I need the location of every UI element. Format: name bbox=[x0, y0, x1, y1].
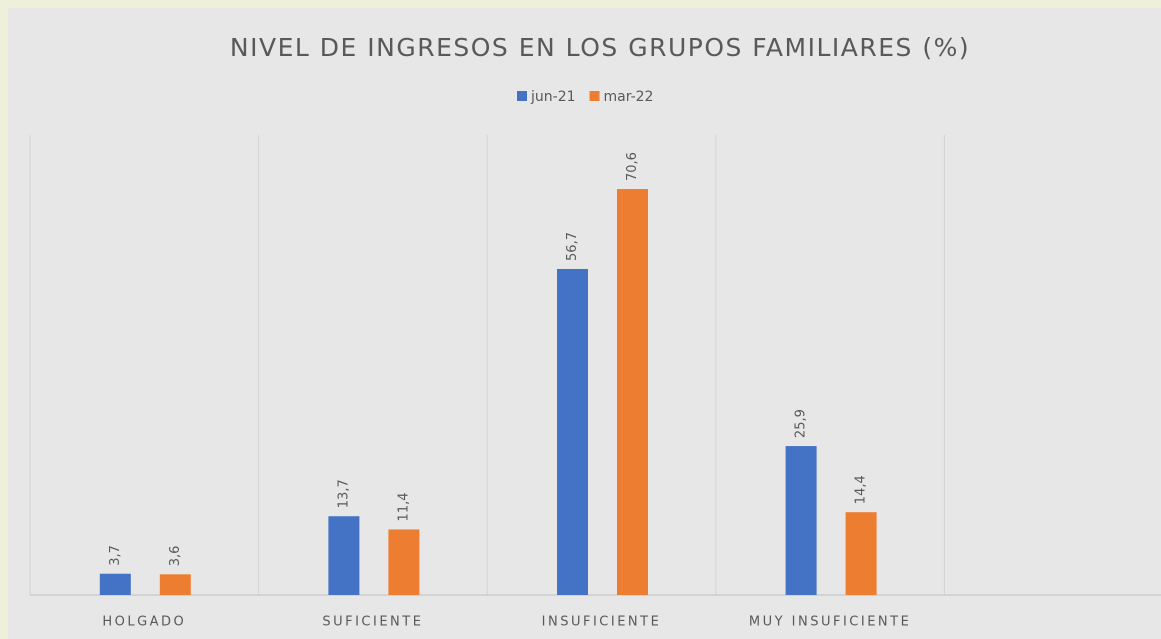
x-tick-label: INSUFICIENTE bbox=[542, 615, 662, 630]
x-tick-label: MUY INSUFICIENTE bbox=[749, 615, 911, 630]
x-tick-label: HOLGADO bbox=[102, 615, 186, 630]
bar bbox=[159, 574, 191, 595]
value-label: 13,7 bbox=[336, 479, 351, 508]
value-label: 3,7 bbox=[108, 545, 123, 566]
value-label: 3,6 bbox=[168, 546, 183, 567]
legend-swatch bbox=[517, 91, 527, 101]
value-label: 70,6 bbox=[625, 152, 640, 181]
bar bbox=[617, 189, 648, 596]
legend-swatch bbox=[589, 91, 600, 101]
legend-label: mar-22 bbox=[604, 89, 654, 105]
bar bbox=[388, 529, 420, 595]
x-tick-label: SUFICIENTE bbox=[322, 615, 423, 630]
chart-title: NIVEL DE INGRESOS EN LOS GRUPOS FAMILIAR… bbox=[230, 33, 970, 62]
bar bbox=[785, 446, 817, 595]
value-label: 25,9 bbox=[794, 409, 809, 438]
legend-label: jun-21 bbox=[530, 89, 576, 105]
bar bbox=[845, 512, 877, 595]
value-label: 14,4 bbox=[854, 475, 869, 504]
bar bbox=[557, 268, 588, 595]
value-label: 56,7 bbox=[565, 232, 580, 261]
bar bbox=[328, 516, 360, 595]
value-label: 11,4 bbox=[396, 492, 411, 521]
bar bbox=[99, 573, 131, 595]
